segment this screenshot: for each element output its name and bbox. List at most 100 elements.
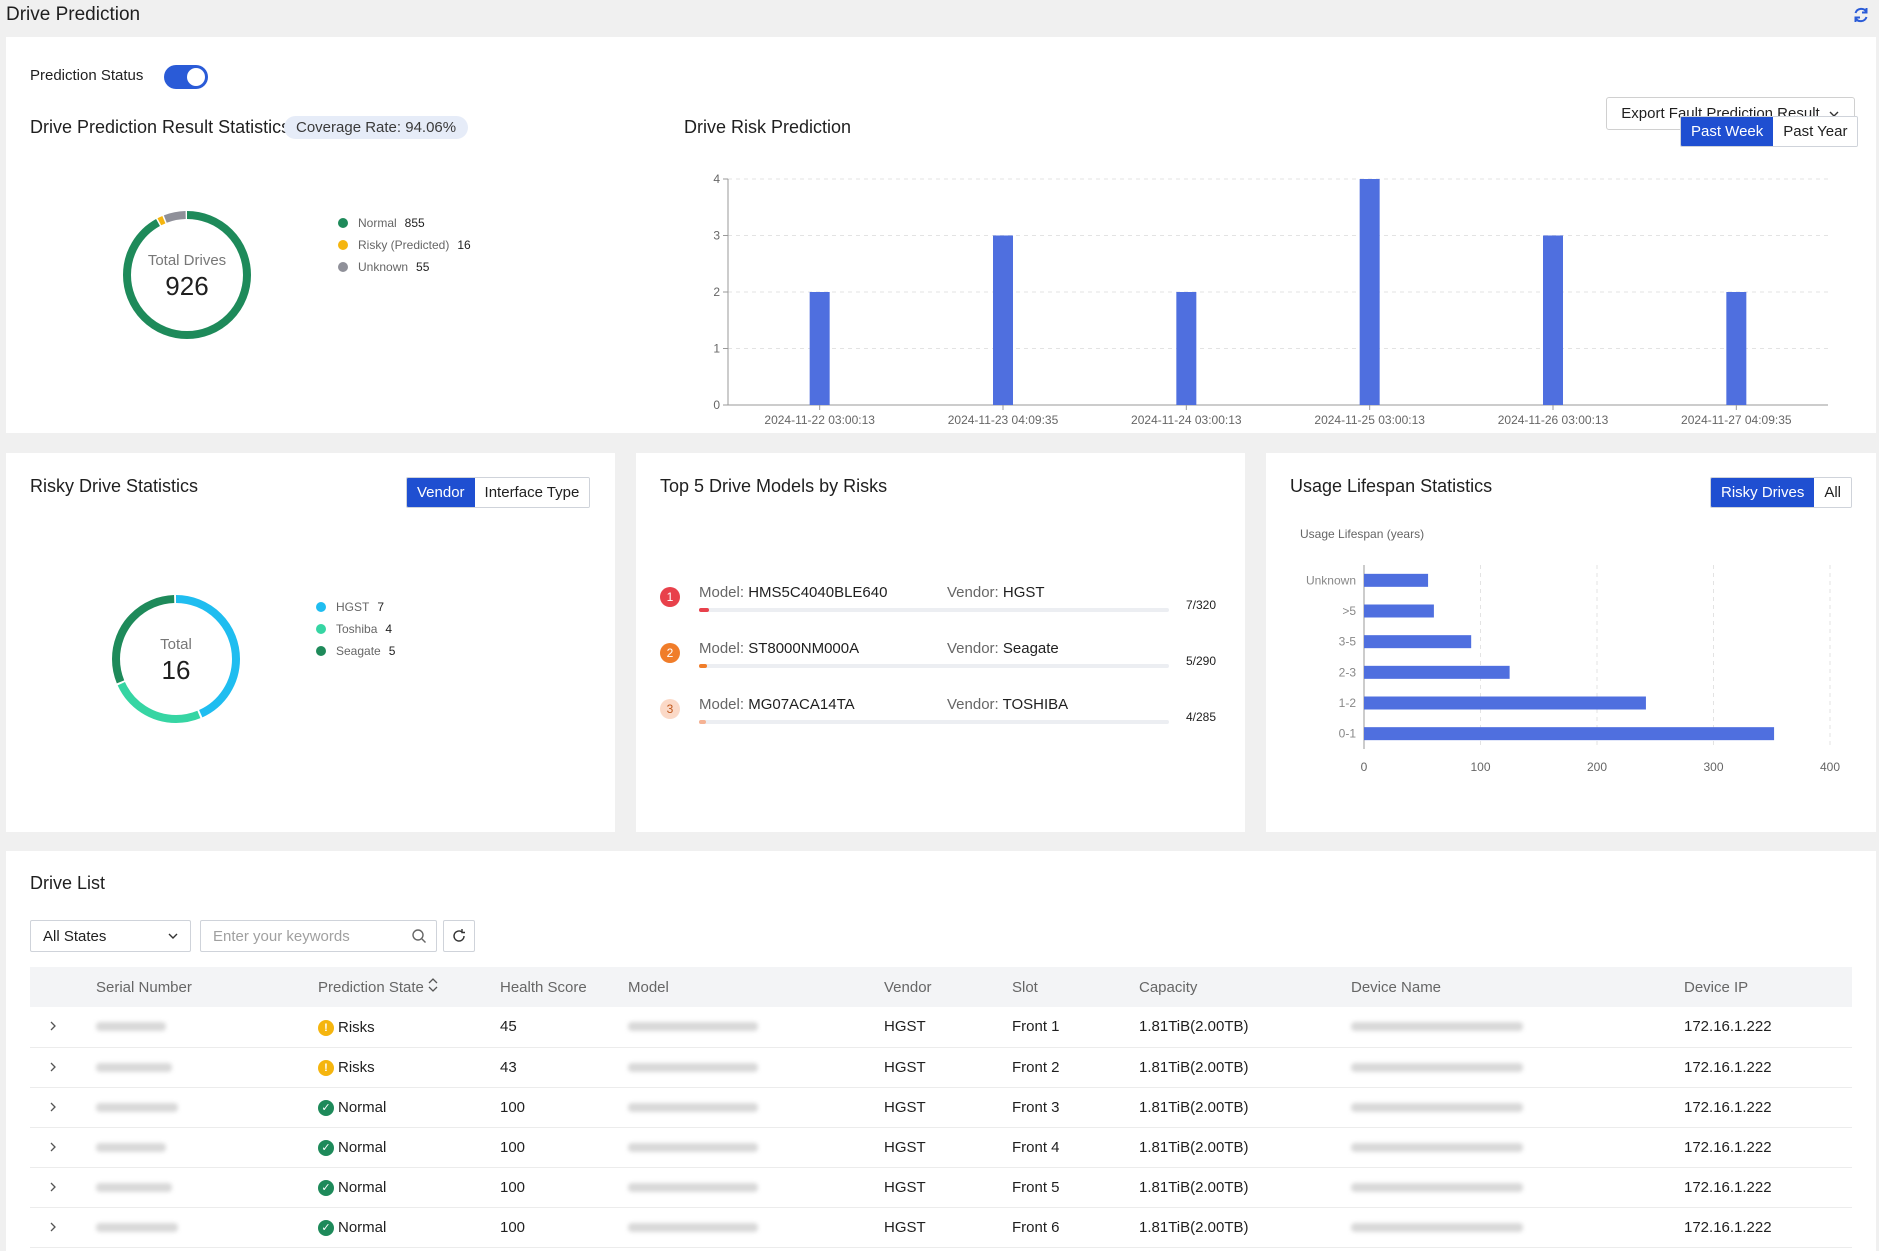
tab-interface-type[interactable]: Interface Type xyxy=(474,478,590,507)
slot-cell: Front 1 xyxy=(1012,1018,1060,1036)
bar[interactable] xyxy=(1364,665,1510,679)
col-prediction-state[interactable]: Prediction State xyxy=(318,967,500,1007)
model-name: Model: ST8000NM000A xyxy=(699,640,860,657)
bar[interactable] xyxy=(1364,635,1472,649)
col-vendor: Vendor xyxy=(884,978,932,996)
chevron-down-icon xyxy=(168,933,178,939)
range-past-week[interactable]: Past Week xyxy=(1681,117,1774,146)
table-row[interactable]: ✓ Normal 100 HGST Front 3 1.81TiB(2.00TB) 172.… xyxy=(30,1087,1852,1127)
device-ip-cell: 172.16.1.222 xyxy=(1684,1178,1772,1196)
sort-icon[interactable] xyxy=(428,978,438,992)
vendor-cell: HGST xyxy=(884,1138,926,1156)
expand-chevron-icon[interactable] xyxy=(48,1222,58,1232)
refresh-icon[interactable] xyxy=(1851,5,1871,25)
vendor-cell: HGST xyxy=(884,1098,926,1116)
drive-list-title: Drive List xyxy=(30,873,106,893)
x-tick-label: 2024-11-26 03:00:13 xyxy=(1498,413,1609,427)
legend-dot xyxy=(316,602,326,612)
usage-lifespan-panel: Usage Lifespan Statistics Risky Drives A… xyxy=(1266,453,1876,832)
bar[interactable] xyxy=(809,292,830,405)
legend-item-hgst: HGST 7 xyxy=(316,596,395,618)
model-vendor: Vendor: HGST xyxy=(947,584,1045,601)
model-redacted xyxy=(628,1062,758,1072)
check-circle-icon: ✓ xyxy=(318,1179,334,1196)
capacity-cell: 1.81TiB(2.00TB) xyxy=(1139,1178,1249,1196)
table-row[interactable]: ✓ Normal 100 HGST Front 4 1.81TiB(2.00TB) 172.… xyxy=(30,1127,1852,1167)
risky-drive-statistics-panel: Risky Drive Statistics Vendor Interface … xyxy=(6,453,615,832)
health-score: 100 xyxy=(500,1138,526,1156)
tab-risky-drives[interactable]: Risky Drives xyxy=(1711,478,1815,507)
expand-chevron-icon[interactable] xyxy=(48,1062,58,1072)
range-past-year[interactable]: Past Year xyxy=(1773,117,1858,146)
prediction-state: ! Risks xyxy=(318,1059,375,1076)
capacity-cell: 1.81TiB(2.00TB) xyxy=(1139,1018,1249,1036)
bar[interactable] xyxy=(1176,292,1197,405)
bar[interactable] xyxy=(993,235,1013,406)
y-tick-label: 3 xyxy=(713,229,720,243)
drive-risk-bar-chart: 0 1 2 3 4 2024-11-22 03:00:13 2024-11-23 04:09… xyxy=(713,172,1828,427)
table-row[interactable]: ! Risks 45 HGST Front 1 1.81TiB(2.00TB) 172.16… xyxy=(30,1007,1852,1047)
col-device-ip: Device IP xyxy=(1684,978,1749,996)
state-label: Risks xyxy=(338,1059,375,1077)
search-icon[interactable] xyxy=(411,928,427,944)
table-row[interactable]: ✓ Normal 100 HGST Front 6 1.81TiB(2.00TB) 172.… xyxy=(30,1207,1852,1247)
bar[interactable] xyxy=(1364,573,1429,587)
expand-chevron-icon[interactable] xyxy=(48,1142,58,1152)
health-score: 100 xyxy=(500,1218,526,1236)
device-name-redacted xyxy=(1351,1142,1523,1152)
legend-item-unknown: Unknown 55 xyxy=(338,256,471,278)
x-tick-label: 100 xyxy=(1470,760,1490,774)
tab-all[interactable]: All xyxy=(1814,478,1852,507)
donut-segment-hgst xyxy=(112,595,240,723)
tab-vendor[interactable]: Vendor xyxy=(407,478,475,507)
rank-badge: 2 xyxy=(660,643,680,663)
coverage-rate-badge: Coverage Rate: 94.06% xyxy=(284,116,469,139)
x-tick-label: 2024-11-27 04:09:35 xyxy=(1681,413,1792,427)
col-model: Model xyxy=(628,978,669,996)
y-tick-label: 2-3 xyxy=(1339,665,1357,679)
slot-cell: Front 2 xyxy=(1012,1058,1060,1076)
legend-value: 4 xyxy=(385,622,393,636)
total-drives-donut xyxy=(123,211,251,339)
risky-title: Risky Drive Statistics xyxy=(30,476,199,496)
search-input[interactable] xyxy=(200,920,437,952)
check-circle-icon: ✓ xyxy=(318,1219,334,1236)
risk-fraction: 7/320 xyxy=(1186,598,1217,612)
bar[interactable] xyxy=(1364,696,1646,710)
risk-fraction: 5/290 xyxy=(1186,654,1217,668)
refresh-list-button[interactable] xyxy=(443,920,475,952)
prediction-status-toggle[interactable] xyxy=(164,65,208,89)
bar[interactable] xyxy=(1364,604,1434,618)
y-tick-label: 0 xyxy=(713,398,720,412)
check-circle-icon: ✓ xyxy=(318,1099,334,1116)
model-redacted xyxy=(628,1022,758,1032)
prediction-state: ✓ Normal xyxy=(318,1219,386,1236)
col-health-score: Health Score xyxy=(500,978,587,996)
health-score: 43 xyxy=(500,1058,517,1076)
prediction-state: ✓ Normal xyxy=(318,1099,386,1116)
state-filter-select[interactable]: All States xyxy=(30,920,191,952)
serial-number-redacted xyxy=(96,1022,166,1032)
legend-label: Risky (Predicted) xyxy=(358,238,450,252)
model-redacted xyxy=(628,1142,758,1152)
expand-chevron-icon[interactable] xyxy=(48,1021,58,1031)
model-redacted xyxy=(628,1182,758,1192)
prediction-overview-panel: Prediction Status Export Fault Predictio… xyxy=(6,37,1876,433)
capacity-cell: 1.81TiB(2.00TB) xyxy=(1139,1098,1249,1116)
bar[interactable] xyxy=(1364,727,1775,741)
y-tick-label: 3-5 xyxy=(1339,635,1357,649)
bar[interactable] xyxy=(1359,179,1380,405)
x-tick-label: 200 xyxy=(1587,760,1607,774)
table-row[interactable]: ✓ Normal 100 HGST Front 5 1.81TiB(2.00TB) 172.… xyxy=(30,1167,1852,1207)
stats-title: Drive Prediction Result Statistics xyxy=(30,117,291,137)
x-tick-label: 300 xyxy=(1703,760,1723,774)
legend-item-normal: Normal 855 xyxy=(338,212,471,234)
bar[interactable] xyxy=(1543,235,1563,406)
legend-label: HGST xyxy=(336,600,370,614)
expand-chevron-icon[interactable] xyxy=(48,1182,58,1192)
table-row[interactable]: ! Risks 43 HGST Front 2 1.81TiB(2.00TB) 172.16… xyxy=(30,1047,1852,1087)
expand-chevron-icon[interactable] xyxy=(48,1102,58,1112)
x-tick-label: 2024-11-25 03:00:13 xyxy=(1314,413,1425,427)
risky-vendor-donut xyxy=(112,595,240,723)
bar[interactable] xyxy=(1726,292,1747,405)
